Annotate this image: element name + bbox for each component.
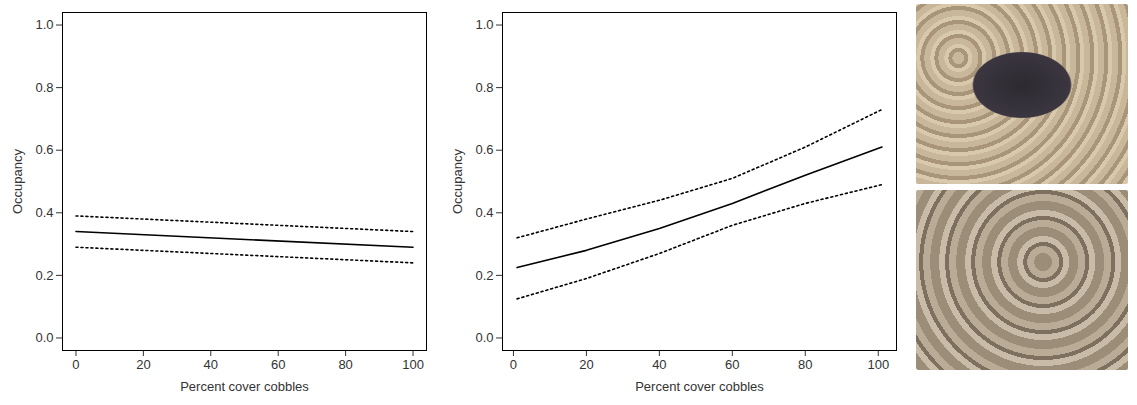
svg-text:Percent cover cobbles: Percent cover cobbles [635,379,764,394]
svg-text:100: 100 [867,357,889,372]
svg-text:60: 60 [725,357,739,372]
svg-text:0.0: 0.0 [475,330,493,345]
svg-text:0: 0 [72,357,79,372]
svg-text:0.0: 0.0 [35,330,53,345]
svg-text:100: 100 [402,357,424,372]
svg-text:1.0: 1.0 [35,17,53,32]
svg-text:0.6: 0.6 [35,142,53,157]
svg-text:0.8: 0.8 [475,80,493,95]
svg-text:40: 40 [652,357,666,372]
svg-text:0.2: 0.2 [475,268,493,283]
svg-text:20: 20 [579,357,593,372]
svg-text:0: 0 [510,357,517,372]
svg-text:60: 60 [271,357,285,372]
svg-text:0.4: 0.4 [475,205,493,220]
svg-text:0.2: 0.2 [35,268,53,283]
svg-text:Percent cover cobbles: Percent cover cobbles [180,379,309,394]
svg-text:0.4: 0.4 [35,205,53,220]
svg-text:0.8: 0.8 [35,80,53,95]
svg-text:Occupancy: Occupancy [450,148,465,214]
svg-text:Occupancy: Occupancy [10,148,25,214]
svg-text:80: 80 [338,357,352,372]
svg-text:1.0: 1.0 [475,17,493,32]
svg-text:20: 20 [136,357,150,372]
svg-text:0.6: 0.6 [475,142,493,157]
svg-text:40: 40 [204,357,218,372]
svg-text:80: 80 [798,357,812,372]
